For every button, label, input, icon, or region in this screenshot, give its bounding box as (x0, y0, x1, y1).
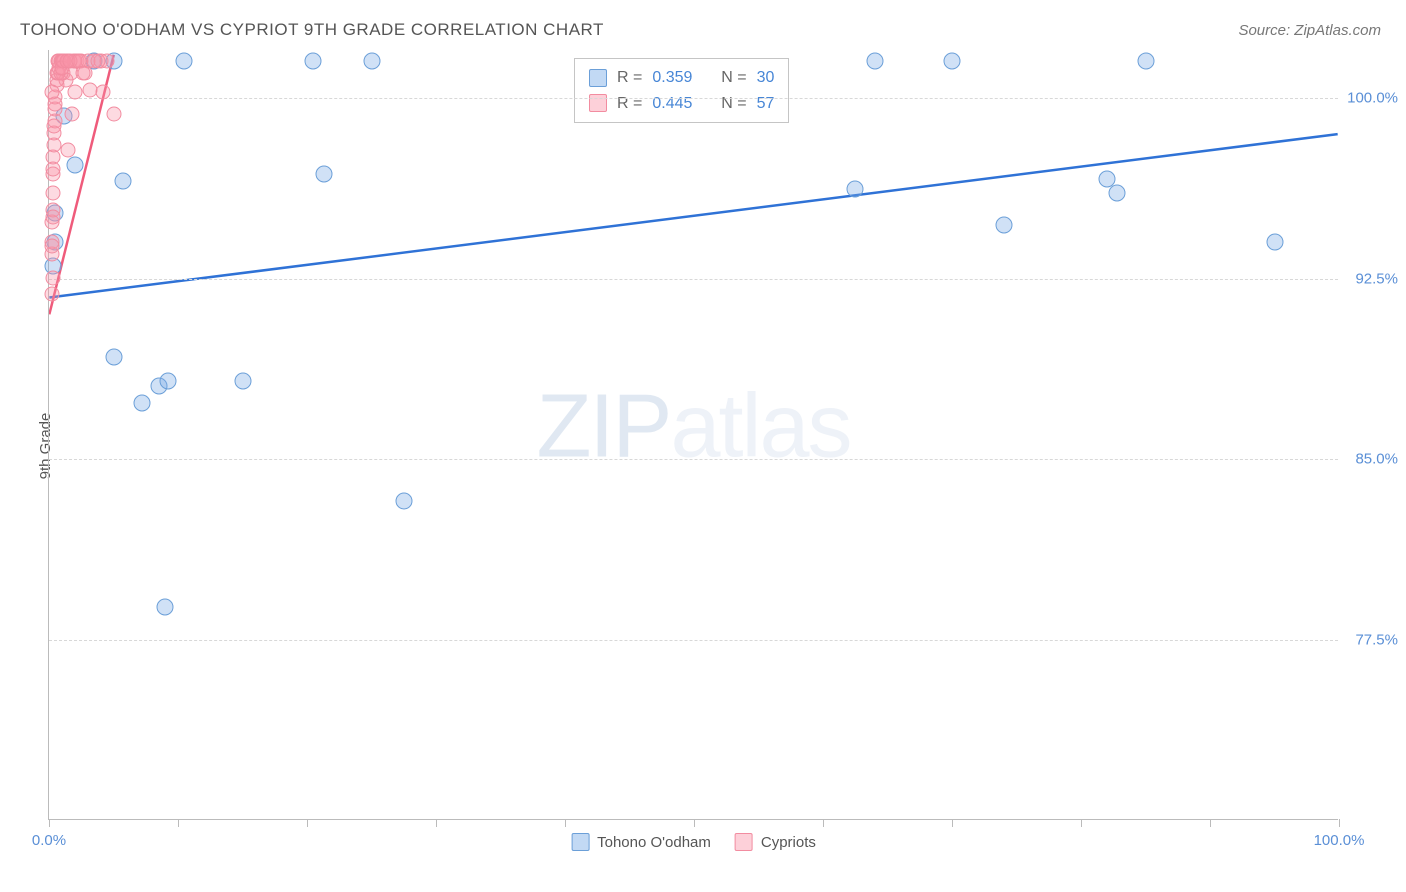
r-label: R = (617, 91, 642, 117)
x-tick (952, 819, 953, 827)
legend-label: Cypriots (761, 834, 816, 851)
gridline (49, 459, 1338, 460)
watermark-bold: ZIP (536, 376, 670, 476)
n-label: N = (721, 65, 746, 91)
x-tick (307, 819, 308, 827)
data-point (96, 85, 111, 100)
gridline (49, 279, 1338, 280)
data-point (1137, 53, 1154, 70)
series-swatch (589, 94, 607, 112)
legend-item: Cypriots (735, 833, 816, 851)
x-tick (823, 819, 824, 827)
y-tick-label: 77.5% (1343, 631, 1398, 648)
y-tick-label: 92.5% (1343, 270, 1398, 287)
data-point (114, 173, 131, 190)
x-tick (565, 819, 566, 827)
data-point (133, 394, 150, 411)
x-tick (178, 819, 179, 827)
data-point (315, 166, 332, 183)
data-point (75, 66, 90, 81)
data-point (47, 119, 62, 134)
data-point (44, 85, 59, 100)
legend-item: Tohono O'odham (571, 833, 711, 851)
x-tick (694, 819, 695, 827)
data-point (45, 270, 60, 285)
stats-row: R = 0.445 N = 57 (589, 91, 774, 117)
data-point (847, 180, 864, 197)
n-label: N = (721, 91, 746, 117)
regression-lines (49, 50, 1338, 819)
data-point (395, 493, 412, 510)
x-tick (1081, 819, 1082, 827)
data-point (944, 53, 961, 70)
gridline (49, 98, 1338, 99)
x-tick-label: 0.0% (32, 832, 66, 849)
r-value: 0.359 (652, 65, 692, 91)
watermark: ZIPatlas (536, 375, 850, 478)
legend: Tohono O'odham Cypriots (571, 833, 816, 851)
data-point (866, 53, 883, 70)
stats-box: R = 0.359 N = 30 R = 0.445 N = 57 (574, 58, 789, 123)
plot-area: ZIPatlas R =0.359 N =30R =0.445 N =57 To… (48, 50, 1338, 820)
x-tick (1339, 819, 1340, 827)
gridline (49, 640, 1338, 641)
x-tick (436, 819, 437, 827)
chart-title: TOHONO O'ODHAM VS CYPRIOT 9TH GRADE CORR… (20, 20, 604, 40)
data-point (44, 287, 59, 302)
data-point (45, 162, 60, 177)
legend-label: Tohono O'odham (597, 834, 711, 851)
y-tick-label: 85.0% (1343, 451, 1398, 468)
regression-line (49, 134, 1337, 297)
data-point (66, 156, 83, 173)
data-point (995, 216, 1012, 233)
data-point (1109, 185, 1126, 202)
data-point (91, 54, 106, 69)
x-tick (49, 819, 50, 827)
data-point (61, 143, 76, 158)
data-point (67, 85, 82, 100)
data-point (305, 53, 322, 70)
n-value: 30 (757, 65, 775, 91)
data-point (106, 106, 121, 121)
watermark-thin: atlas (670, 376, 850, 476)
data-point (105, 349, 122, 366)
data-point (45, 186, 60, 201)
stats-row: R = 0.359 N = 30 (589, 65, 774, 91)
x-tick (1210, 819, 1211, 827)
r-label: R = (617, 65, 642, 91)
x-tick-label: 100.0% (1314, 832, 1365, 849)
n-value: 57 (757, 91, 775, 117)
r-value: 0.445 (652, 91, 692, 117)
y-tick-label: 100.0% (1343, 90, 1398, 107)
data-point (176, 53, 193, 70)
series-swatch (589, 69, 607, 87)
data-point (65, 106, 80, 121)
data-point (363, 53, 380, 70)
legend-swatch (735, 833, 753, 851)
data-point (234, 373, 251, 390)
data-point (159, 373, 176, 390)
data-point (1266, 233, 1283, 250)
data-point (44, 239, 59, 254)
legend-swatch (571, 833, 589, 851)
data-point (157, 599, 174, 616)
data-point (45, 210, 60, 225)
source-attribution: Source: ZipAtlas.com (1238, 22, 1381, 39)
